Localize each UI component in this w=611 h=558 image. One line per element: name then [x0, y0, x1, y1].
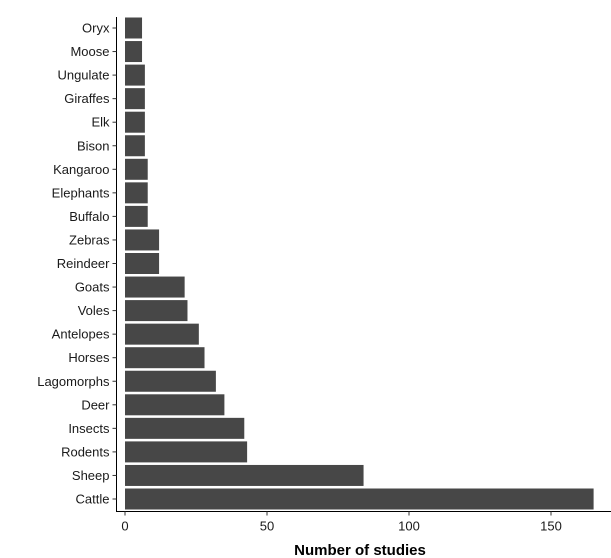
category-label: Voles: [78, 303, 110, 318]
bar-elephants: [125, 182, 148, 204]
category-label: Buffalo: [69, 209, 109, 224]
bar-cattle: [125, 488, 594, 510]
x-tick-label: 100: [398, 519, 420, 534]
bar-voles: [125, 300, 188, 322]
bar-sheep: [125, 464, 364, 486]
bar-bison: [125, 135, 145, 157]
category-label: Lagomorphs: [37, 374, 110, 389]
category-label: Insects: [68, 421, 110, 436]
category-label: Oryx: [82, 21, 110, 36]
bar-goats: [125, 276, 185, 298]
bar-moose: [125, 41, 143, 63]
category-label: Antelopes: [52, 327, 110, 342]
bar-reindeer: [125, 253, 160, 274]
category-label: Deer: [81, 397, 110, 412]
bar-ungulate: [125, 64, 145, 86]
x-tick-label: 0: [121, 519, 128, 534]
bar-buffalo: [125, 205, 148, 227]
category-label: Rodents: [61, 444, 110, 459]
bar-horses: [125, 347, 205, 369]
bar-insects: [125, 417, 245, 439]
category-label: Giraffes: [64, 91, 110, 106]
bar-giraffes: [125, 88, 145, 110]
category-label: Moose: [70, 44, 109, 59]
category-label: Bison: [77, 138, 110, 153]
bar-zebras: [125, 229, 160, 251]
bar-kangaroo: [125, 158, 148, 180]
bar-elk: [125, 111, 145, 133]
category-labels-group: Oryx Moose Ungulate Giraffes Elk Bison Kangaro…: [37, 21, 117, 507]
bar-antelopes: [125, 323, 199, 345]
bar-deer: [125, 394, 225, 416]
bars-group: [125, 17, 594, 510]
category-label: Reindeer: [57, 256, 110, 271]
category-label: Kangaroo: [53, 162, 109, 177]
category-label: Zebras: [69, 232, 110, 247]
category-label: Elephants: [52, 185, 110, 200]
category-label: Horses: [68, 350, 110, 365]
x-tick-label: 50: [260, 519, 274, 534]
x-tick-label: 150: [540, 519, 562, 534]
x-ticks-group: 0 50 100 150: [121, 511, 562, 534]
category-label: Ungulate: [57, 68, 109, 83]
bar-oryx: [125, 17, 143, 39]
bar-lagomorphs: [125, 370, 216, 392]
category-label: Elk: [91, 115, 110, 130]
category-label: Cattle: [76, 492, 110, 507]
category-label: Goats: [75, 280, 110, 295]
category-label: Sheep: [72, 468, 110, 483]
x-axis-title: Number of studies: [294, 542, 426, 558]
bar-rodents: [125, 441, 248, 463]
